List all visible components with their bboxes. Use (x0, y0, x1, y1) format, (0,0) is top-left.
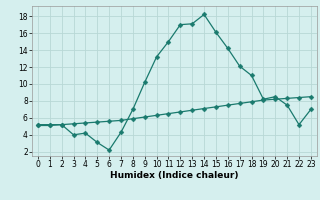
X-axis label: Humidex (Indice chaleur): Humidex (Indice chaleur) (110, 171, 239, 180)
